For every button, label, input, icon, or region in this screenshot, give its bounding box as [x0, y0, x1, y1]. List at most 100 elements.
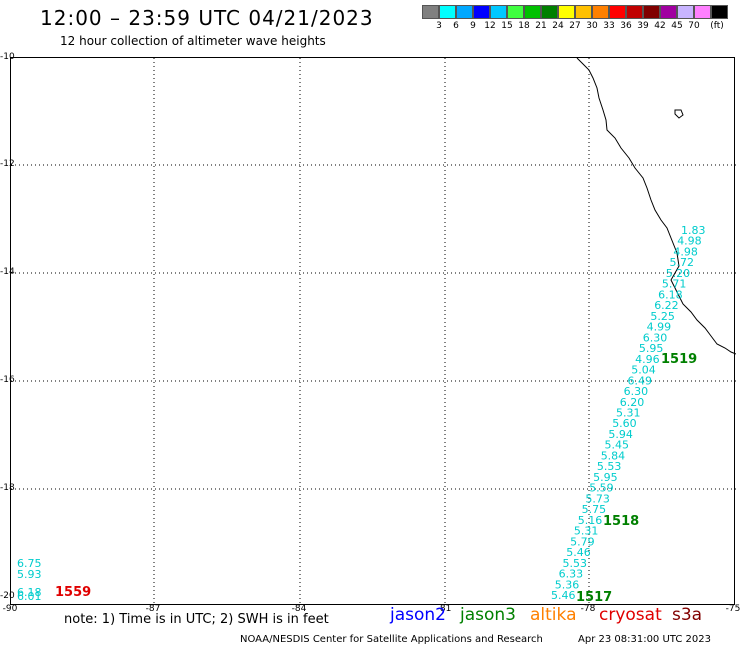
satellite-jason2: jason2: [390, 605, 446, 625]
legend-label: 42: [654, 21, 666, 31]
satellite-altika: altika: [530, 605, 577, 625]
swh-value: 6.49: [628, 374, 653, 387]
legend-swatch: [592, 5, 609, 19]
swh-value: 4.96: [635, 353, 660, 366]
swh-value: 5.93: [17, 568, 42, 581]
legend-label: 33: [603, 21, 615, 31]
legend-label: 39: [637, 21, 649, 31]
legend-label: 12: [484, 21, 496, 31]
map-frame: 1.83 4.98 4.98 5.72 5.20 5.71 6.18 6.22 5.25 4.99…: [10, 57, 737, 606]
lat-label: -20: [0, 591, 15, 601]
legend-swatch: [609, 5, 626, 19]
swh-value: 6.30: [643, 331, 668, 344]
swh-value: 6.22: [654, 299, 679, 312]
coastline: [576, 57, 737, 355]
legend-swatch: [524, 5, 541, 19]
legend-swatch: [626, 5, 643, 19]
legend-swatch: [660, 5, 677, 19]
legend-label: 30: [586, 21, 598, 31]
legend-label: 24: [552, 21, 564, 31]
legend-swatch: [558, 5, 575, 19]
swh-value: 6.18: [658, 288, 683, 301]
swh-value: 5.04: [631, 364, 656, 377]
swh-value: 5.46: [551, 589, 576, 602]
satellite-cryosat: cryosat: [599, 605, 662, 625]
swh-value: 5.53: [597, 460, 622, 473]
legend-label: 9: [470, 21, 476, 31]
swh-value: 6.20: [620, 396, 645, 409]
pass-number: 1559: [55, 585, 91, 600]
swh-value: 4.98: [677, 235, 702, 248]
swh-value: 5.31: [574, 525, 599, 538]
swh-value: 5.16: [578, 514, 603, 527]
legend-swatch: [575, 5, 592, 19]
legend-swatch: [711, 5, 728, 19]
swh-value: 5.20: [666, 267, 691, 280]
legend-labels: 3 6 9 12 15 18 21 24 27 30 33 36 39 42 45 70 (ft): [422, 21, 740, 33]
legend-label: (ft): [710, 21, 724, 31]
legend-label: 45: [671, 21, 683, 31]
color-legend: [422, 5, 728, 19]
island: [674, 109, 684, 119]
swh-value: 6.33: [559, 568, 584, 581]
swh-value: 5.53: [563, 557, 588, 570]
legend-swatch: [694, 5, 711, 19]
swh-value: 6.75: [17, 557, 42, 570]
lat-label: -10: [0, 52, 15, 62]
satellite-jason3: jason3: [460, 605, 516, 625]
chart-title: 12:00 – 23:59 UTC 04/21/2023: [40, 6, 374, 30]
swh-value: 5.95: [593, 471, 618, 484]
lon-label: -90: [2, 604, 18, 614]
pass-number: 1518: [603, 514, 639, 529]
swh-value: 5.45: [605, 439, 630, 452]
swh-value: 5.31: [616, 407, 641, 420]
swh-value: 6.01: [17, 590, 42, 603]
satellite-s3a: s3a: [672, 605, 703, 625]
pass-number: 1517: [576, 590, 612, 605]
lat-label: -16: [0, 375, 15, 385]
legend-swatch: [507, 5, 524, 19]
swh-value: 5.95: [639, 342, 664, 355]
legend-label: 27: [569, 21, 581, 31]
lon-label: -87: [145, 604, 161, 614]
swh-track-1: 1.834.984.985.725.205.716.186.225.254.99…: [551, 224, 706, 602]
lat-label: -18: [0, 483, 15, 493]
gridlines: [11, 58, 736, 606]
lon-label: -84: [291, 604, 307, 614]
legend-label: 70: [688, 21, 700, 31]
swh-value: 4.99: [647, 321, 672, 334]
swh-value: 5.25: [650, 310, 675, 323]
legend-swatch: [541, 5, 558, 19]
swh-value: 5.72: [670, 256, 695, 269]
legend-label: 21: [535, 21, 547, 31]
pass-number: 1519: [661, 352, 697, 367]
swh-value: 1.83: [681, 224, 706, 237]
legend-swatch: [643, 5, 660, 19]
credit-line: NOAA/NESDIS Center for Satellite Applica…: [240, 634, 543, 645]
legend-label: 18: [518, 21, 530, 31]
swh-track-2: 6.755.93 6.186.01: [17, 557, 42, 603]
legend-swatch: [677, 5, 694, 19]
timestamp: Apr 23 08:31:00 UTC 2023: [578, 634, 711, 645]
legend-swatch: [422, 5, 439, 19]
chart-subtitle: 12 hour collection of altimeter wave hei…: [60, 34, 326, 48]
swh-value: 5.84: [601, 449, 626, 462]
pass-labels: 1519 1518 1517 1559: [55, 352, 697, 605]
swh-value: 5.94: [608, 428, 633, 441]
swh-value: 5.73: [585, 492, 610, 505]
swh-value: 5.36: [555, 578, 580, 591]
legend-label: 3: [436, 21, 442, 31]
legend-swatch: [456, 5, 473, 19]
swh-value: 4.98: [673, 246, 698, 259]
lon-label: -75: [725, 604, 740, 614]
swh-value: 5.59: [589, 482, 614, 495]
swh-value: 6.30: [624, 385, 649, 398]
footnote: note: 1) Time is in UTC; 2) SWH is in fe…: [64, 612, 329, 627]
swh-value: 5.71: [662, 278, 687, 291]
swh-value: 6.18: [17, 586, 42, 599]
swh-value: 5.60: [612, 417, 637, 430]
legend-label: 6: [453, 21, 459, 31]
lon-label: -78: [580, 604, 596, 614]
map-svg: 1.834.984.985.725.205.716.186.225.254.99…: [11, 57, 737, 606]
legend-swatch: [490, 5, 507, 19]
